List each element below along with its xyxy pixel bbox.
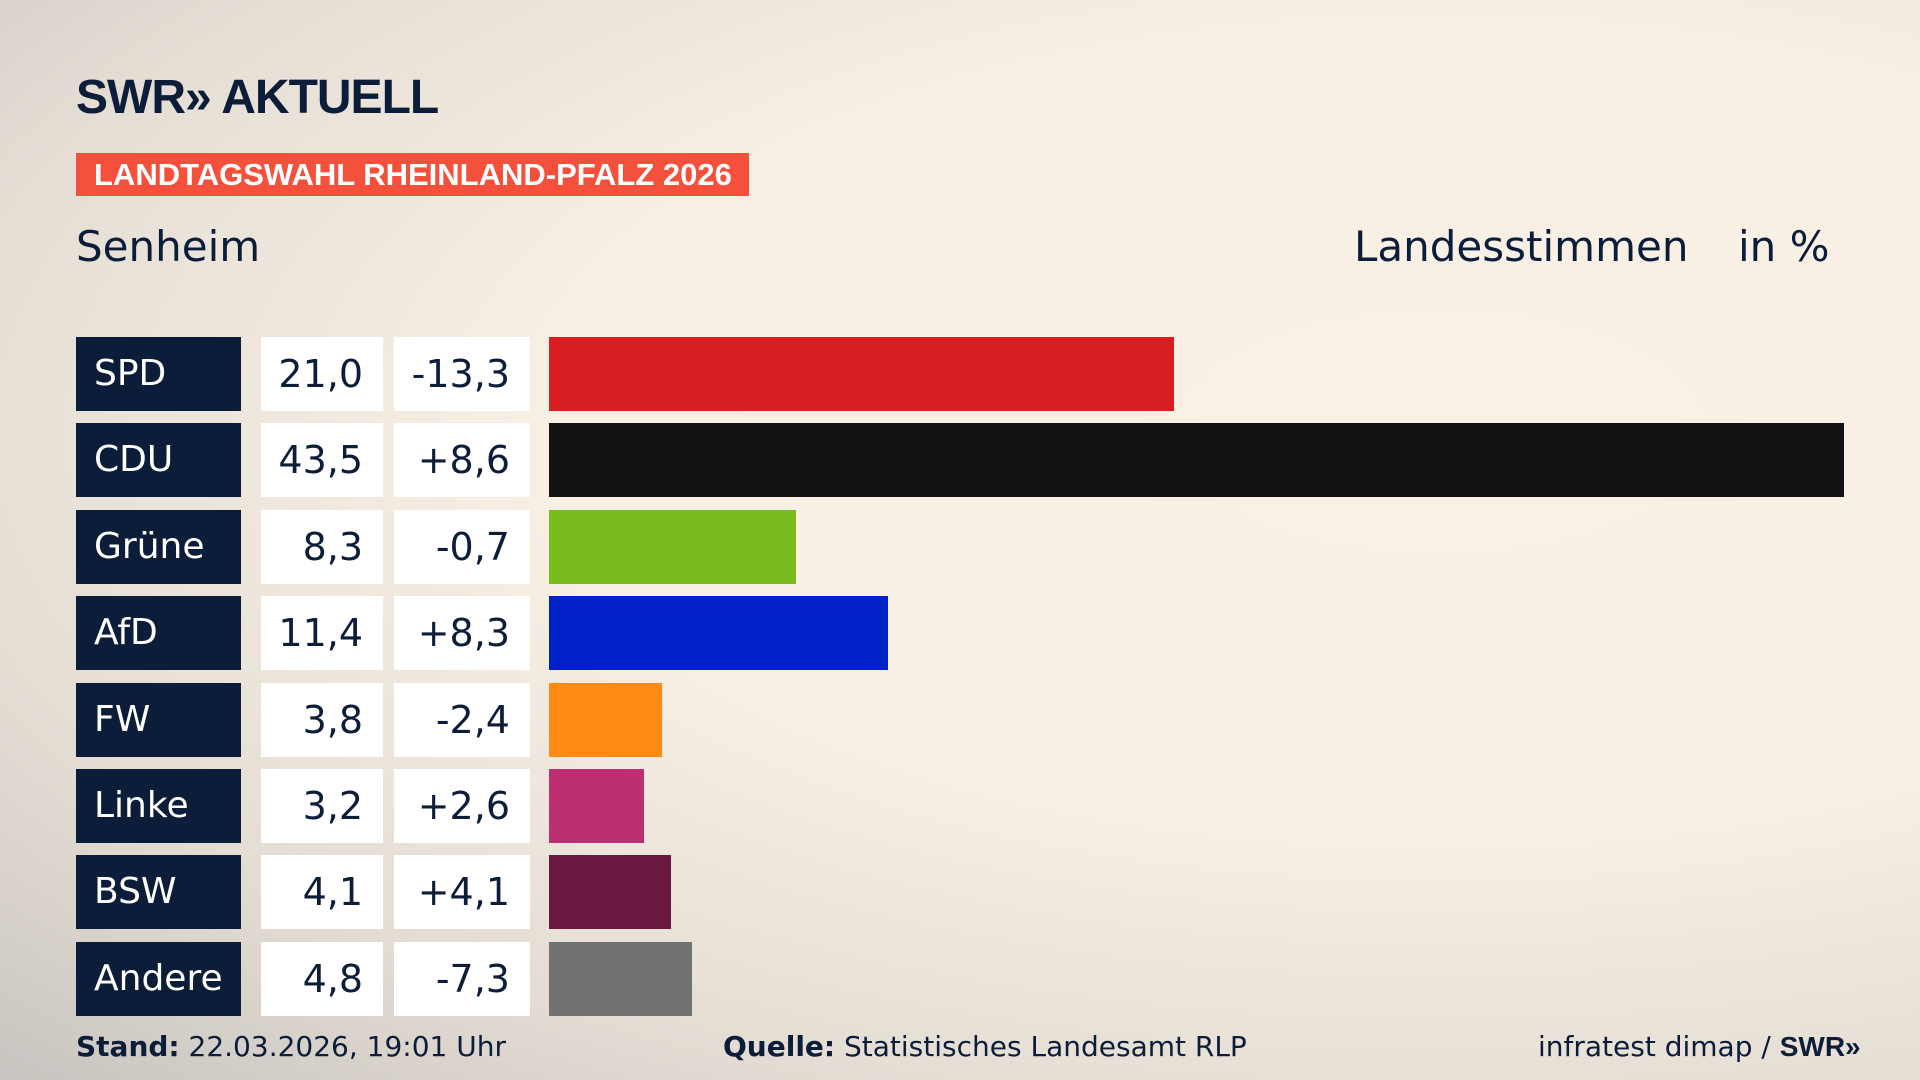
party-label: SPD — [76, 337, 241, 411]
measure-label: Landesstimmen — [1354, 222, 1689, 271]
diff-label: -13,3 — [394, 337, 530, 411]
result-row: FW 3,8 -2,4 — [0, 682, 1920, 757]
bar-fw — [549, 682, 663, 757]
diff-label: +2,6 — [394, 769, 530, 843]
diff-label: -2,4 — [394, 682, 530, 757]
unit-label: in % — [1738, 222, 1830, 271]
result-row: Grüne 8,3 -0,7 — [0, 509, 1920, 584]
bar-cdu — [549, 423, 1844, 498]
value-label: 21,0 — [261, 337, 383, 411]
bar-grüne — [549, 509, 797, 584]
diff-label: +8,3 — [394, 596, 530, 671]
value-label: 4,8 — [261, 941, 383, 1016]
diff-label: -0,7 — [394, 509, 530, 584]
bar-bsw — [549, 855, 672, 930]
party-label: AfD — [76, 596, 241, 671]
value-label: 4,1 — [261, 855, 383, 930]
diff-label: -7,3 — [394, 941, 530, 1016]
bar-afd — [549, 596, 889, 671]
result-row: AfD 11,4 +8,3 — [0, 596, 1920, 671]
value-label: 11,4 — [261, 596, 383, 671]
timestamp: Stand: 22.03.2026, 19:01 Uhr — [76, 1030, 506, 1063]
party-label: Linke — [76, 769, 241, 843]
bar-andere — [549, 941, 692, 1016]
result-row: Andere 4,8 -7,3 — [0, 941, 1920, 1016]
party-label: BSW — [76, 855, 241, 930]
source: Quelle: Statistisches Landesamt RLP — [723, 1030, 1247, 1063]
place-title: Senheim — [76, 222, 261, 271]
result-row: SPD 21,0 -13,3 — [0, 337, 1920, 411]
result-row: Linke 3,2 +2,6 — [0, 769, 1920, 843]
election-badge: LANDTAGSWAHL RHEINLAND-PFALZ 2026 — [76, 153, 749, 196]
value-label: 43,5 — [261, 423, 383, 498]
result-row: BSW 4,1 +4,1 — [0, 855, 1920, 930]
value-label: 3,2 — [261, 769, 383, 843]
diff-label: +4,1 — [394, 855, 530, 930]
swr-logo: SWR» — [1779, 1031, 1861, 1062]
party-label: FW — [76, 682, 241, 757]
value-label: 3,8 — [261, 682, 383, 757]
value-label: 8,3 — [261, 509, 383, 584]
bar-linke — [549, 769, 645, 843]
diff-label: +8,6 — [394, 423, 530, 498]
party-label: Grüne — [76, 509, 241, 584]
bar-spd — [549, 337, 1175, 411]
party-label: Andere — [76, 941, 241, 1016]
party-label: CDU — [76, 423, 241, 498]
result-row: CDU 43,5 +8,6 — [0, 423, 1920, 498]
credit: infratest dimap / SWR» — [1538, 1030, 1861, 1063]
swr-aktuell-logo: SWR» AKTUELL — [76, 71, 439, 124]
